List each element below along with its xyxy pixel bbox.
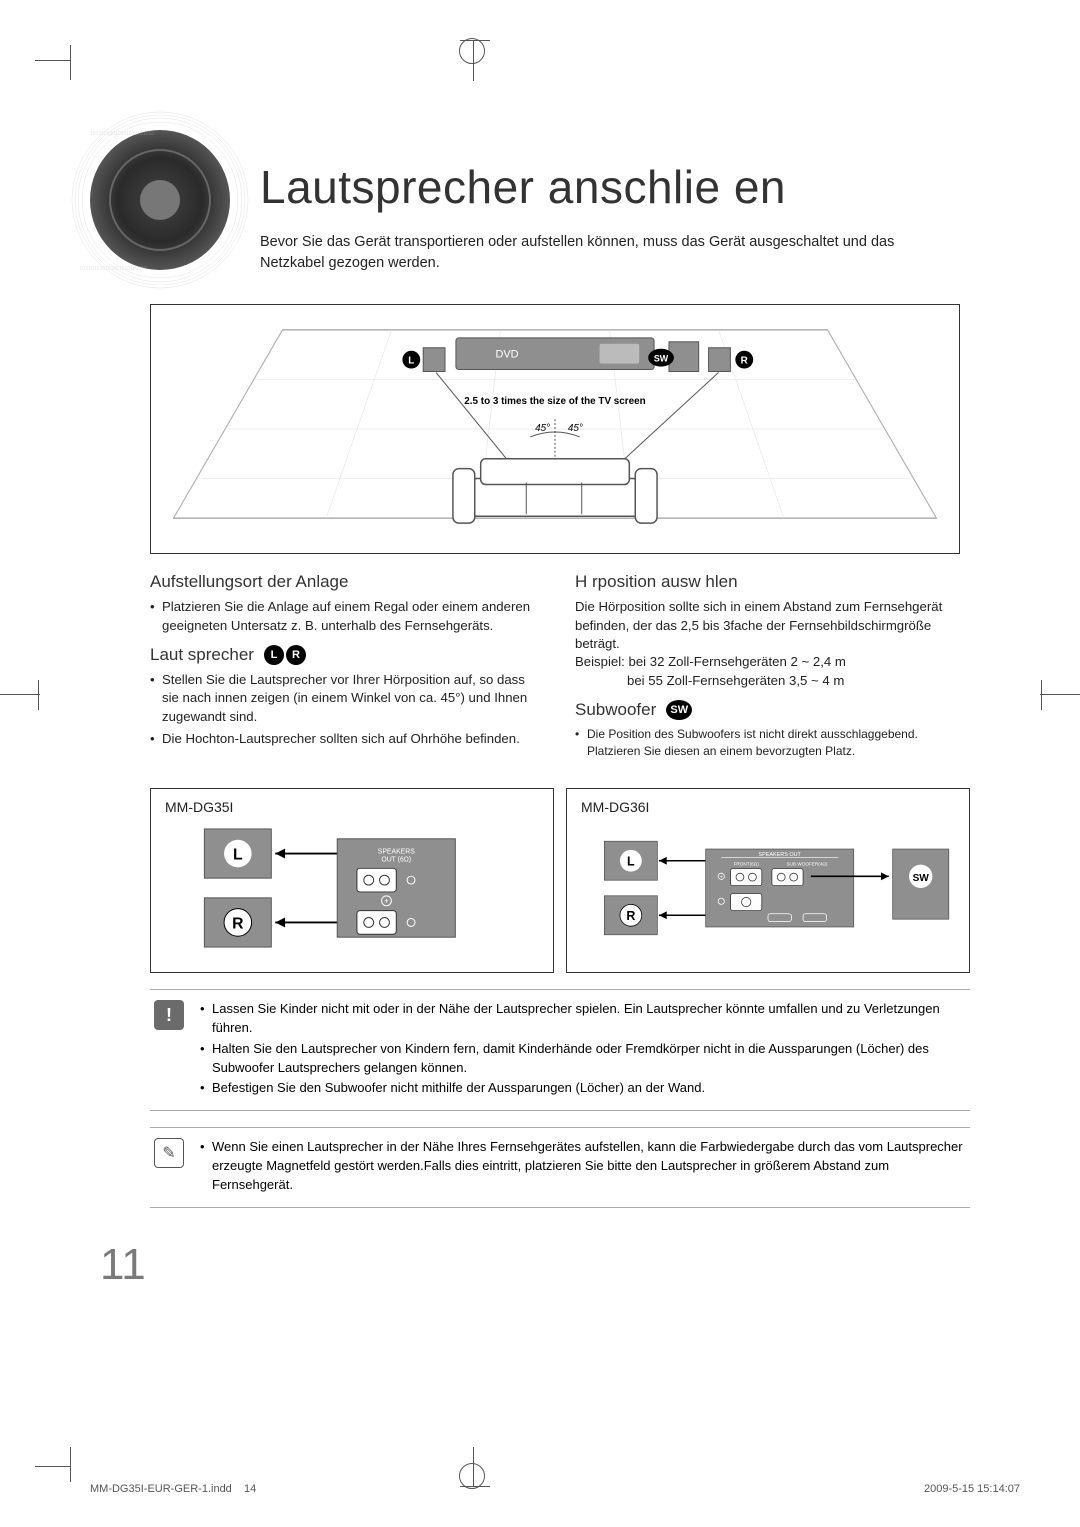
list-item: Platzieren Sie die Anlage auf einem Rega… xyxy=(150,598,545,635)
caution-box: ! Lassen Sie Kinder nicht mit oder in de… xyxy=(150,989,970,1111)
distance-label: 2.5 to 3 times the size of the TV screen xyxy=(464,396,645,407)
svg-text:SW: SW xyxy=(913,873,930,884)
dvd-label: DVD xyxy=(496,349,519,361)
page-title: Lautsprecher anschlie en xyxy=(260,160,1000,214)
crop-corner-tl xyxy=(20,60,70,110)
svg-text:R: R xyxy=(232,915,244,932)
svg-text:SUB WOOFER(4Ω): SUB WOOFER(4Ω) xyxy=(786,861,827,866)
placement-diagram: DVD L SW R 2.5 to 3 times the si xyxy=(150,304,960,554)
page-content: 10101010010101010101010 0101010101010010… xyxy=(100,110,1000,1208)
listening-ex1: Beispiel: bei 32 Zoll-Fernsehgeräten 2 ~… xyxy=(575,653,970,671)
footer-file: MM-DG35I-EUR-GER-1.indd xyxy=(90,1483,232,1495)
list-item: Die Hochton-Lautsprecher sollten sich au… xyxy=(150,730,545,748)
svg-text:45°: 45° xyxy=(568,423,583,434)
speakers-list: Stellen Sie die Lautsprecher vor Ihrer H… xyxy=(150,671,545,749)
note-item: Wenn Sie einen Lautsprecher in der Nähe … xyxy=(200,1138,964,1195)
caution-item: Befestigen Sie den Subwoofer nicht mithi… xyxy=(200,1079,964,1098)
svg-text:FRONT(6Ω): FRONT(6Ω) xyxy=(734,861,760,866)
crop-mark xyxy=(460,1486,490,1487)
crop-mark-right xyxy=(1030,680,1080,710)
info-columns: Aufstellungsort der Anlage Platzieren Si… xyxy=(150,572,970,764)
model-box-a: MM-DG35I L R SPEAKERS OUT (6Ω) xyxy=(150,788,554,973)
svg-text:10101010010101010101010: 10101010010101010101010 xyxy=(90,131,154,137)
right-column: H rposition ausw hlen Die Hörposition so… xyxy=(575,572,970,764)
speaker-decor-icon: 10101010010101010101010 0101010101010010… xyxy=(70,110,250,290)
caution-icon: ! xyxy=(154,1000,184,1030)
svg-text:L: L xyxy=(233,847,243,864)
svg-text:45°: 45° xyxy=(535,423,550,434)
note-box: ✎ Wenn Sie einen Lautsprecher in der Näh… xyxy=(150,1127,970,1208)
crop-mark-top xyxy=(459,38,485,64)
crop-mark-left xyxy=(0,680,50,710)
listening-body: Die Hörposition sollte sich in einem Abs… xyxy=(575,598,970,653)
placement-list: Platzieren Sie die Anlage auf einem Rega… xyxy=(150,598,545,635)
crop-mark xyxy=(460,40,490,41)
model-row: MM-DG35I L R SPEAKERS OUT (6Ω) xyxy=(150,788,970,973)
svg-text:R: R xyxy=(741,356,748,367)
badge-sw: SW xyxy=(666,700,692,720)
sub-title-text: Subwoofer xyxy=(575,700,656,720)
model-b-name: MM-DG36I xyxy=(581,799,955,815)
svg-text:L: L xyxy=(408,356,414,367)
speakers-title-text: Laut sprecher xyxy=(150,645,254,665)
left-column: Aufstellungsort der Anlage Platzieren Si… xyxy=(150,572,545,764)
footer-left: MM-DG35I-EUR-GER-1.indd 14 xyxy=(90,1483,256,1495)
section-title-listening: H rposition ausw hlen xyxy=(575,572,970,592)
svg-text:R: R xyxy=(626,909,635,923)
note-icon: ✎ xyxy=(154,1138,184,1168)
lr-badges: L R xyxy=(264,645,306,665)
model-box-b: MM-DG36I L R SPEAKERS OUT FRONT(6Ω) SUB … xyxy=(566,788,970,973)
svg-text:+: + xyxy=(384,897,389,906)
svg-text:SW: SW xyxy=(654,354,669,364)
badge-l: L xyxy=(264,645,284,665)
svg-text:L: L xyxy=(627,854,635,868)
badge-r: R xyxy=(286,645,306,665)
svg-text:SPEAKERS OUT: SPEAKERS OUT xyxy=(759,852,802,858)
caution-item: Lassen Sie Kinder nicht mit oder in der … xyxy=(200,1000,964,1038)
model-a-name: MM-DG35I xyxy=(165,799,539,815)
section-title-subwoofer: Subwoofer SW xyxy=(575,700,970,720)
footer-page: 14 xyxy=(244,1483,256,1495)
svg-text:SPEAKERS: SPEAKERS xyxy=(378,849,415,856)
section-title-placement: Aufstellungsort der Anlage xyxy=(150,572,545,592)
sub-list: Die Position des Subwoofers ist nicht di… xyxy=(575,726,970,760)
intro-text: Bevor Sie das Gerät transportieren oder … xyxy=(260,232,960,274)
section-title-speakers: Laut sprecher L R xyxy=(150,645,545,665)
list-item: Stellen Sie die Lautsprecher vor Ihrer H… xyxy=(150,671,545,726)
crop-corner-bl xyxy=(20,1417,70,1467)
footer-right: 2009-5-15 15:14:07 xyxy=(924,1483,1020,1495)
list-item: Die Position des Subwoofers ist nicht di… xyxy=(575,726,970,760)
svg-text:OUT (6Ω): OUT (6Ω) xyxy=(381,856,411,863)
svg-text:+: + xyxy=(720,875,723,881)
svg-text:010101010101001010101010: 010101010101001010101010 xyxy=(80,266,147,272)
page-number: 11 xyxy=(100,1240,146,1290)
listening-ex2: bei 55 Zoll-Fernsehgeräten 3,5 ~ 4 m xyxy=(575,672,970,690)
caution-item: Halten Sie den Lautsprecher von Kindern … xyxy=(200,1040,964,1078)
